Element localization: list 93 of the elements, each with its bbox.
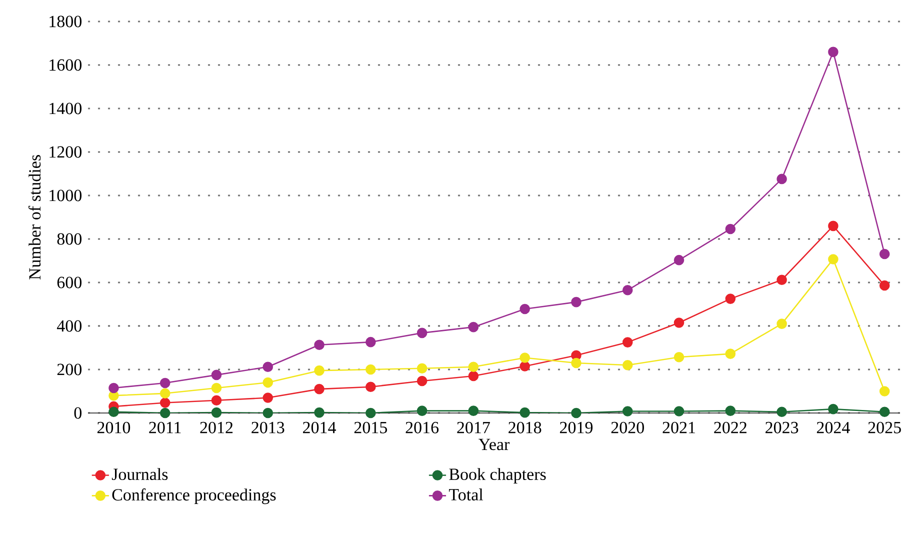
point bbox=[776, 174, 787, 184]
point bbox=[160, 398, 170, 408]
point bbox=[674, 318, 684, 328]
x-tick-label: 2017 bbox=[457, 422, 490, 434]
y-tick-label: 200 bbox=[57, 364, 82, 376]
x-tick-label: 2021 bbox=[662, 422, 695, 434]
point bbox=[571, 296, 582, 308]
x-tick-label: 2023 bbox=[766, 422, 798, 434]
y-tick-label: 600 bbox=[57, 276, 82, 288]
x-tick-label: 2022 bbox=[714, 422, 746, 434]
y-tick-label: 0 bbox=[74, 407, 82, 419]
point bbox=[314, 407, 324, 418]
point bbox=[520, 407, 530, 418]
x-tick-label: 2019 bbox=[560, 422, 593, 434]
point bbox=[828, 254, 838, 264]
point bbox=[211, 407, 222, 418]
x-tick-label: 2024 bbox=[816, 422, 850, 434]
y-axis-title: Number of studies bbox=[28, 155, 41, 280]
point bbox=[879, 406, 890, 418]
point bbox=[160, 388, 170, 399]
legend-label: Total bbox=[448, 488, 484, 500]
point bbox=[776, 318, 787, 329]
x-tick-label: 2011 bbox=[149, 422, 181, 434]
x-tick-label: 2018 bbox=[508, 422, 542, 434]
point bbox=[828, 404, 838, 414]
point bbox=[879, 386, 890, 396]
point bbox=[314, 340, 324, 350]
point bbox=[366, 336, 376, 348]
point bbox=[211, 382, 222, 394]
x-tick-label: 2012 bbox=[200, 422, 233, 434]
point bbox=[211, 395, 222, 406]
point bbox=[879, 280, 890, 291]
point bbox=[416, 363, 428, 374]
x-axis-title: Year bbox=[478, 438, 510, 450]
point bbox=[108, 382, 119, 394]
point bbox=[160, 408, 170, 418]
x-tick-label: 2015 bbox=[354, 422, 388, 434]
y-tick-label: 800 bbox=[57, 233, 82, 245]
point bbox=[725, 224, 736, 234]
x-tick-label: 2013 bbox=[252, 422, 284, 434]
y-tick-label: 1000 bbox=[50, 190, 82, 202]
legend-label: Book chapters bbox=[449, 468, 546, 484]
y-tick-label: 1200 bbox=[50, 146, 82, 158]
point bbox=[262, 408, 274, 418]
point bbox=[160, 378, 170, 388]
point bbox=[828, 220, 838, 232]
point bbox=[622, 284, 633, 296]
point bbox=[725, 294, 736, 304]
point bbox=[622, 360, 633, 370]
y-tick-label: 1800 bbox=[50, 16, 82, 28]
point bbox=[571, 408, 582, 418]
point bbox=[262, 392, 274, 403]
point bbox=[416, 328, 428, 338]
x-tick-label: 2014 bbox=[303, 422, 336, 434]
point bbox=[262, 377, 274, 388]
point bbox=[314, 365, 324, 376]
x-tick-label: 2016 bbox=[406, 422, 439, 434]
x-tick-label: 2025 bbox=[868, 422, 901, 434]
legend-label: Journals bbox=[112, 468, 168, 480]
point bbox=[366, 364, 376, 375]
x-tick-label: 2010 bbox=[97, 422, 130, 434]
point bbox=[211, 370, 222, 380]
point bbox=[468, 406, 479, 416]
point bbox=[520, 361, 530, 372]
point bbox=[622, 406, 633, 416]
point bbox=[416, 406, 428, 416]
point bbox=[468, 370, 479, 382]
point bbox=[262, 362, 274, 372]
y-tick-label: 1600 bbox=[50, 59, 82, 71]
point bbox=[725, 406, 736, 416]
x-tick-label: 2020 bbox=[611, 422, 644, 434]
point bbox=[520, 304, 530, 314]
point bbox=[828, 46, 838, 58]
point bbox=[725, 348, 736, 359]
point bbox=[674, 406, 684, 416]
point bbox=[468, 362, 479, 372]
point bbox=[879, 248, 890, 260]
point bbox=[674, 352, 684, 362]
point bbox=[108, 406, 119, 418]
point bbox=[314, 384, 324, 394]
legend-label: Conference proceedings bbox=[112, 488, 276, 504]
point bbox=[674, 254, 684, 266]
point bbox=[416, 376, 428, 386]
y-tick-label: 400 bbox=[56, 320, 82, 332]
point bbox=[520, 352, 530, 363]
point bbox=[366, 382, 376, 392]
point bbox=[622, 337, 633, 348]
point bbox=[776, 274, 787, 286]
point bbox=[776, 406, 787, 418]
point bbox=[366, 408, 376, 418]
point bbox=[571, 358, 582, 368]
point bbox=[468, 322, 479, 332]
y-tick-label: 1400 bbox=[50, 102, 82, 114]
